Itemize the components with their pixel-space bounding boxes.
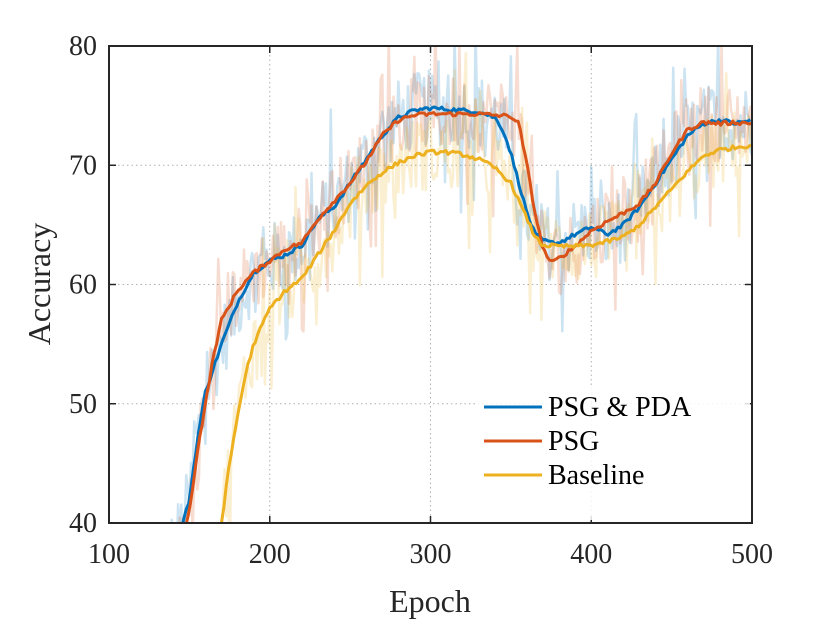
x-axis-label: Epoch [389, 583, 471, 619]
raw-series-line [178, 46, 752, 523]
legend-label: PSG [548, 426, 599, 457]
y-axis-label: Accuracy [21, 223, 57, 346]
legend-label: PSG & PDA [548, 392, 692, 423]
axis-ticks: 100 200 300 400 500 40 50 60 70 80 [69, 31, 773, 570]
y-tick-label: 50 [69, 389, 97, 420]
y-tick-label: 60 [69, 270, 97, 301]
y-tick-label: 80 [69, 31, 97, 62]
x-tick-label: 100 [88, 539, 130, 570]
y-tick-label: 40 [69, 508, 97, 539]
series-line [220, 144, 752, 523]
x-tick-label: 300 [410, 539, 452, 570]
legend-box [478, 388, 750, 520]
series-line [184, 111, 752, 523]
legend-label: Baseline [548, 460, 644, 491]
x-tick-label: 500 [731, 539, 773, 570]
raw-series-line [170, 46, 752, 523]
y-tick-label: 70 [69, 150, 97, 181]
x-tick-label: 400 [570, 539, 612, 570]
smoothed-series-layer [181, 105, 752, 523]
x-tick-label: 200 [249, 539, 291, 570]
